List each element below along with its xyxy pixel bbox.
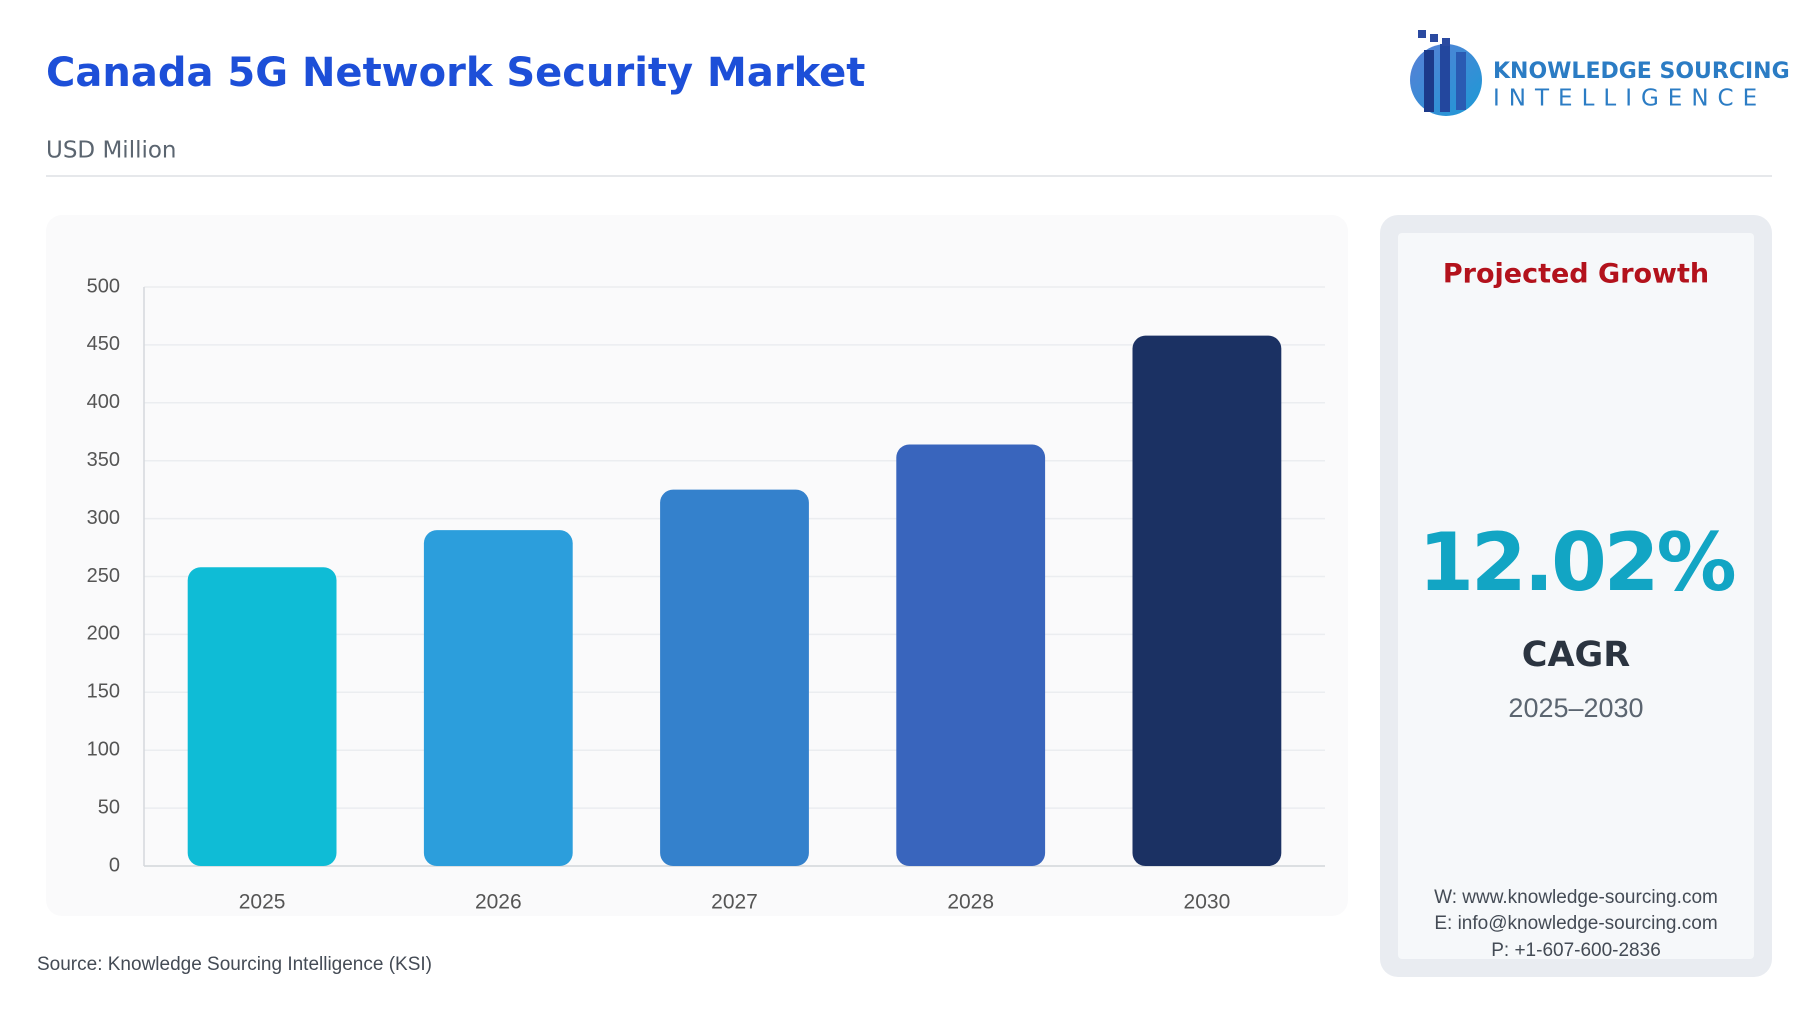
y-tick-label: 50 [98,796,120,818]
logo-bar [1440,44,1450,112]
y-tick-label: 200 [87,623,120,645]
y-tick-label: 400 [87,391,120,413]
contact: P: +1-607-600-2836 [1491,940,1661,961]
y-tick-label: 0 [109,854,120,876]
logo: KNOWLEDGE SOURCING INTELLIGENCE [1410,30,1790,116]
bar [660,489,809,866]
logo-dot [1442,38,1450,46]
x-tick-label: 2030 [1184,891,1231,914]
bar [1132,335,1282,866]
logo-dot [1430,34,1438,42]
logo-text: KNOWLEDGE SOURCING [1493,59,1790,84]
logo-text: INTELLIGENCE [1493,86,1766,112]
y-tick-label: 300 [87,507,120,529]
bar [896,444,1046,866]
x-tick-label: 2026 [475,891,522,914]
x-tick-label: 2025 [239,891,286,914]
x-tick-label: 2027 [711,891,758,914]
growth-panel-inner [1398,233,1754,959]
bar [423,530,573,866]
growth-value: 12.02% [1418,516,1734,609]
growth-label: CAGR [1522,635,1631,675]
growth-period: 2025–2030 [1508,693,1643,723]
source: Source: Knowledge Sourcing Intelligence … [37,954,432,975]
logo-dot [1418,30,1426,38]
y-tick-label: 350 [87,449,120,471]
y-tick-label: 250 [87,565,120,587]
logo-bar [1424,50,1434,112]
chart-title: Canada 5G Network Security Market [46,50,865,96]
growth-heading: Projected Growth [1443,259,1709,290]
y-tick-label: 450 [87,333,120,355]
contact: E: info@knowledge-sourcing.com [1434,913,1717,934]
y-tick-label: 500 [87,275,120,297]
contact: W: www.knowledge-sourcing.com [1434,887,1718,908]
logo-bar [1456,52,1466,110]
bar [187,567,337,866]
chart-subtitle: USD Million [46,138,177,164]
x-tick-label: 2028 [947,891,994,914]
y-tick-label: 150 [87,681,120,703]
y-tick-label: 100 [87,738,120,760]
